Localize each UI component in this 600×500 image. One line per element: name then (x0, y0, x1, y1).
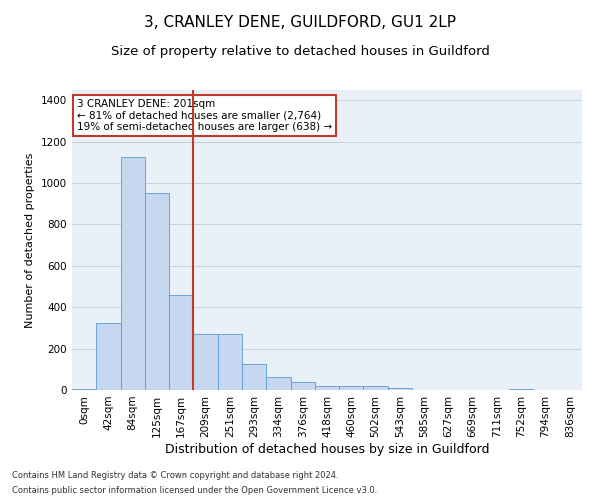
Bar (290, 382, 315, 390)
Bar (315, 386, 339, 390)
Bar (169, 295, 193, 390)
Y-axis label: Number of detached properties: Number of detached properties (25, 152, 35, 328)
Bar (242, 364, 266, 390)
X-axis label: Distribution of detached houses by size in Guildford: Distribution of detached houses by size … (165, 442, 489, 456)
Bar (96, 323, 121, 390)
Bar (121, 157, 145, 390)
Text: Size of property relative to detached houses in Guildford: Size of property relative to detached ho… (110, 45, 490, 58)
Text: Contains public sector information licensed under the Open Government Licence v3: Contains public sector information licen… (12, 486, 377, 495)
Bar (72, 389, 96, 390)
Bar (218, 334, 242, 390)
Bar (145, 194, 169, 390)
Bar (509, 389, 533, 390)
Bar (364, 386, 388, 390)
Bar (193, 334, 218, 390)
Bar (339, 386, 364, 390)
Text: Contains HM Land Registry data © Crown copyright and database right 2024.: Contains HM Land Registry data © Crown c… (12, 471, 338, 480)
Text: 3, CRANLEY DENE, GUILDFORD, GU1 2LP: 3, CRANLEY DENE, GUILDFORD, GU1 2LP (144, 15, 456, 30)
Text: 3 CRANLEY DENE: 201sqm
← 81% of detached houses are smaller (2,764)
19% of semi-: 3 CRANLEY DENE: 201sqm ← 81% of detached… (77, 99, 332, 132)
Bar (266, 376, 290, 390)
Bar (388, 388, 412, 390)
